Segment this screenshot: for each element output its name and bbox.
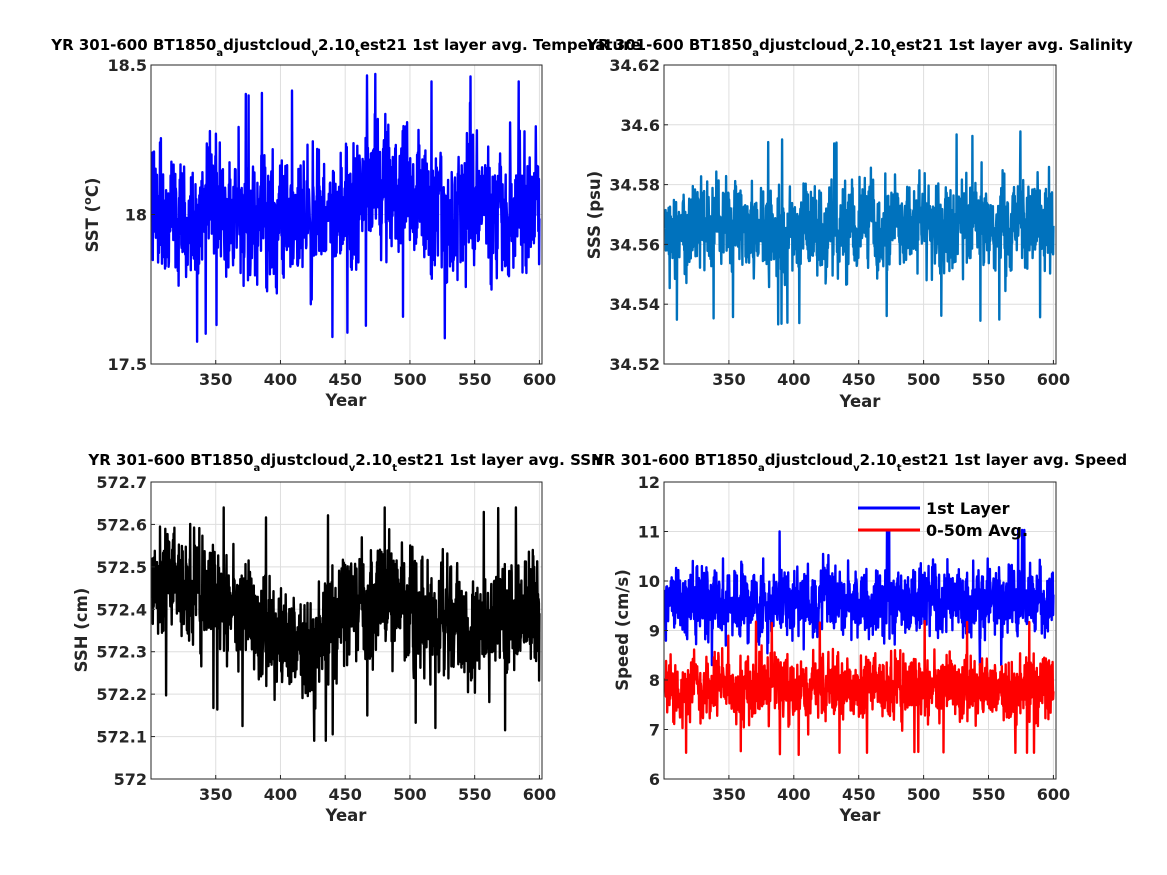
sst-xlabel: Year	[325, 391, 368, 410]
speed-ylabel: Speed (cm/s)	[613, 569, 632, 691]
sss-ytick-label: 34.54	[609, 295, 660, 314]
sss-series-line-0	[664, 130, 1055, 326]
ssh-series-line-0	[151, 506, 541, 742]
ssh-ytick-label: 572.6	[96, 515, 147, 534]
panel-sst: 350 400 450 500 550 600 17.5 18 18.5 YR 301-600…	[50, 36, 641, 410]
ssh-ytick-label: 572.4	[96, 600, 147, 619]
speed-ytick-label: 11	[638, 523, 660, 542]
speed-xtick-label: 450	[842, 785, 875, 804]
sss-xtick-label: 450	[842, 370, 875, 389]
speed-ytick-label: 9	[649, 622, 660, 641]
speed-lines	[664, 528, 1055, 757]
ssh-y-ticks: 572 572.1 572.2 572.3 572.4 572.5 572.6 572.7	[96, 473, 155, 789]
sst-xtick-label: 350	[199, 370, 232, 389]
ssh-xtick-label: 550	[458, 785, 491, 804]
panel-speed: 350 400 450 500 550 600 6 7 8 9 10 11 12 YR 301-600…	[592, 451, 1127, 825]
sss-xtick-label: 550	[972, 370, 1005, 389]
speed-xtick-label: 500	[907, 785, 940, 804]
sst-ytick-label: 17.5	[108, 355, 147, 374]
sst-xtick-label: 450	[329, 370, 362, 389]
sst-series-line-0	[151, 72, 541, 343]
sss-title: YR 301-600 BT1850adjustcloudv2.10test21 …	[586, 36, 1133, 59]
ssh-xtick-label: 350	[199, 785, 232, 804]
panel-ssh: 350 400 450 500 550 600 572572.1572.2572.3572…	[72, 451, 604, 825]
sst-ytick-label: 18	[125, 206, 147, 225]
speed-y-ticks: 6 7 8 9 10 11 12	[638, 473, 668, 789]
sst-ylabel: SST (oC)	[81, 178, 102, 253]
speed-x-ticks: 350 400 450 500 550 600	[712, 775, 1070, 804]
sss-ytick-label: 34.6	[621, 116, 660, 135]
speed-ytick-label: 7	[649, 721, 660, 740]
ssh-ylabel: SSH (cm)	[72, 588, 91, 673]
ssh-lines	[151, 506, 541, 742]
sst-xtick-label: 600	[523, 370, 556, 389]
speed-legend: 1st Layer 0-50m Avg.	[858, 499, 1028, 540]
sss-xlabel: Year	[839, 392, 882, 411]
sss-xtick-label: 400	[777, 370, 810, 389]
ssh-ytick-label: 572	[114, 770, 147, 789]
ssh-xtick-label: 400	[264, 785, 297, 804]
legend-label-1st-layer: 1st Layer	[926, 499, 1010, 518]
speed-xtick-label: 600	[1037, 785, 1070, 804]
sss-ytick-label: 34.56	[609, 235, 660, 254]
sss-xtick-label: 600	[1037, 370, 1070, 389]
sst-title: YR 301-600 BT1850adjustcloudv2.10test21 …	[50, 36, 641, 59]
ssh-axes-box	[150, 481, 543, 780]
sst-lines	[151, 72, 541, 343]
sst-xtick-label: 500	[393, 370, 426, 389]
sst-xtick-label: 550	[458, 370, 491, 389]
sss-axes-box	[663, 64, 1057, 365]
speed-ytick-label: 12	[638, 473, 660, 492]
speed-xlabel: Year	[839, 806, 882, 825]
sss-x-ticks: 350 400 450 500 550 600	[712, 360, 1070, 389]
speed-ytick-label: 8	[649, 671, 660, 690]
sss-ytick-label: 34.62	[609, 56, 660, 75]
sss-lines	[664, 130, 1055, 326]
speed-xtick-label: 350	[712, 785, 745, 804]
speed-series-line-1	[664, 619, 1055, 757]
ssh-ytick-label: 572.5	[96, 558, 147, 577]
sss-ylabel: SSS (psu)	[585, 171, 604, 259]
ssh-title: YR 301-600 BT1850adjustcloudv2.10test21 …	[87, 451, 603, 474]
sst-y-ticks: 17.5 18 18.5	[108, 56, 155, 374]
speed-ytick-label: 10	[638, 572, 660, 591]
ssh-x-ticks: 350 400 450 500 550 600	[199, 775, 556, 804]
ssh-ytick-label: 572.2	[96, 685, 147, 704]
sss-y-ticks: 34.52 34.54 34.56 34.58 34.6 34.62	[609, 56, 668, 374]
sss-xtick-label: 350	[712, 370, 745, 389]
panel-sss: 350 400 450 500 550 600 34.5234.5434.5634.583…	[585, 36, 1133, 411]
sss-ytick-label: 34.52	[609, 355, 660, 374]
ssh-xtick-label: 450	[329, 785, 362, 804]
sst-x-ticks: 350 400 450 500 550 600	[199, 360, 556, 389]
ssh-xtick-label: 600	[523, 785, 556, 804]
speed-ytick-label: 6	[649, 770, 660, 789]
speed-title: YR 301-600 BT1850adjustcloudv2.10test21 …	[592, 451, 1127, 474]
sss-ytick-label: 34.58	[609, 176, 660, 195]
ssh-xtick-label: 500	[393, 785, 426, 804]
speed-series-line-0	[664, 528, 1055, 667]
ssh-ytick-label: 572.7	[96, 473, 147, 492]
speed-xtick-label: 400	[777, 785, 810, 804]
sst-ytick-label: 18.5	[108, 56, 147, 75]
speed-xtick-label: 550	[972, 785, 1005, 804]
ssh-ytick-label: 572.1	[96, 728, 147, 747]
ssh-ytick-label: 572.3	[96, 643, 147, 662]
ssh-xlabel: Year	[325, 806, 368, 825]
sss-xtick-label: 500	[907, 370, 940, 389]
sst-xtick-label: 400	[264, 370, 297, 389]
legend-label-0-50m: 0-50m Avg.	[926, 521, 1028, 540]
